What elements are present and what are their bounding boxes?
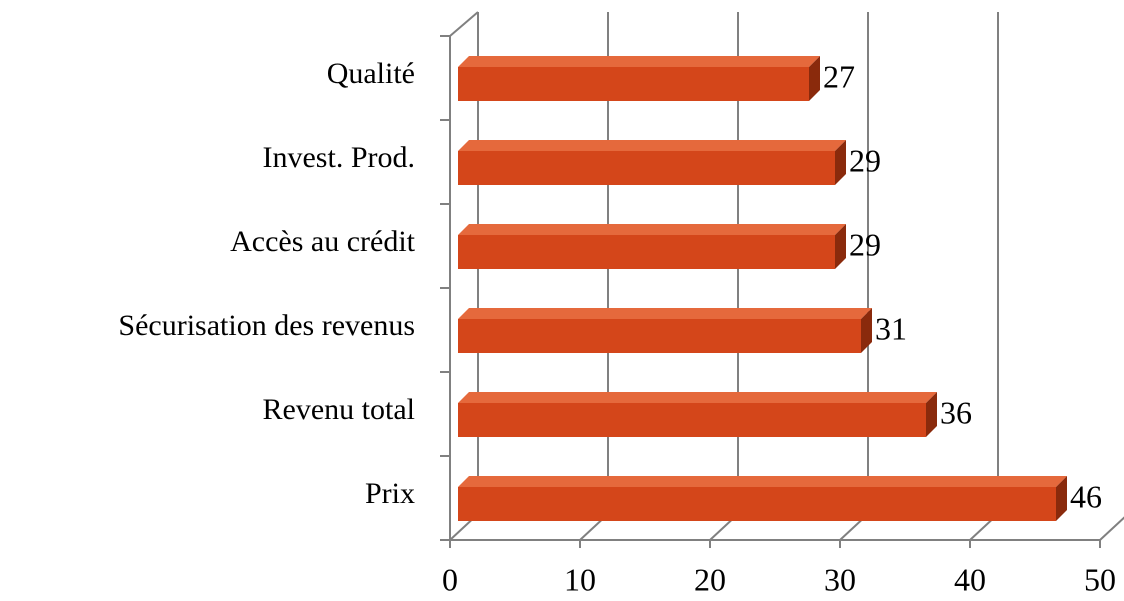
y-tick-label: Invest. Prod. (263, 141, 416, 174)
value-label: 29 (849, 226, 881, 262)
value-label: 29 (849, 142, 881, 178)
bar-top (458, 476, 1067, 487)
x-tick-label: 50 (1084, 561, 1116, 597)
bar-side (835, 224, 846, 269)
bar-top (458, 308, 872, 319)
value-label: 27 (823, 58, 855, 94)
x-tick-label: 0 (442, 561, 458, 597)
value-label: 36 (940, 394, 972, 430)
bar-side (1056, 476, 1067, 521)
x-tick-label: 10 (564, 561, 596, 597)
x-tick-label: 30 (824, 561, 856, 597)
floor-grid-line (1099, 516, 1124, 541)
bar-side (835, 140, 846, 185)
y-tick-label: Revenu total (263, 393, 415, 426)
value-label: 31 (875, 310, 907, 346)
left-wall-top (449, 11, 479, 37)
bar-side (861, 308, 872, 353)
bar-top (458, 392, 937, 403)
bar (458, 67, 809, 101)
x-tick-label: 40 (954, 561, 986, 597)
bar-side (926, 392, 937, 437)
bar (458, 235, 835, 269)
bar (458, 319, 861, 353)
y-tick-label: Qualité (327, 57, 415, 90)
bar-side (809, 56, 820, 101)
y-tick-label: Prix (365, 477, 415, 510)
bar (458, 487, 1056, 521)
bar (458, 151, 835, 185)
y-tick-label: Sécurisation des revenus (118, 309, 415, 342)
x-tick-label: 20 (694, 561, 726, 597)
bar-top (458, 224, 846, 235)
y-tick-label: Accès au crédit (230, 225, 416, 258)
bar (458, 403, 926, 437)
bar-top (458, 140, 846, 151)
value-label: 46 (1070, 478, 1102, 514)
bar-top (458, 56, 820, 67)
